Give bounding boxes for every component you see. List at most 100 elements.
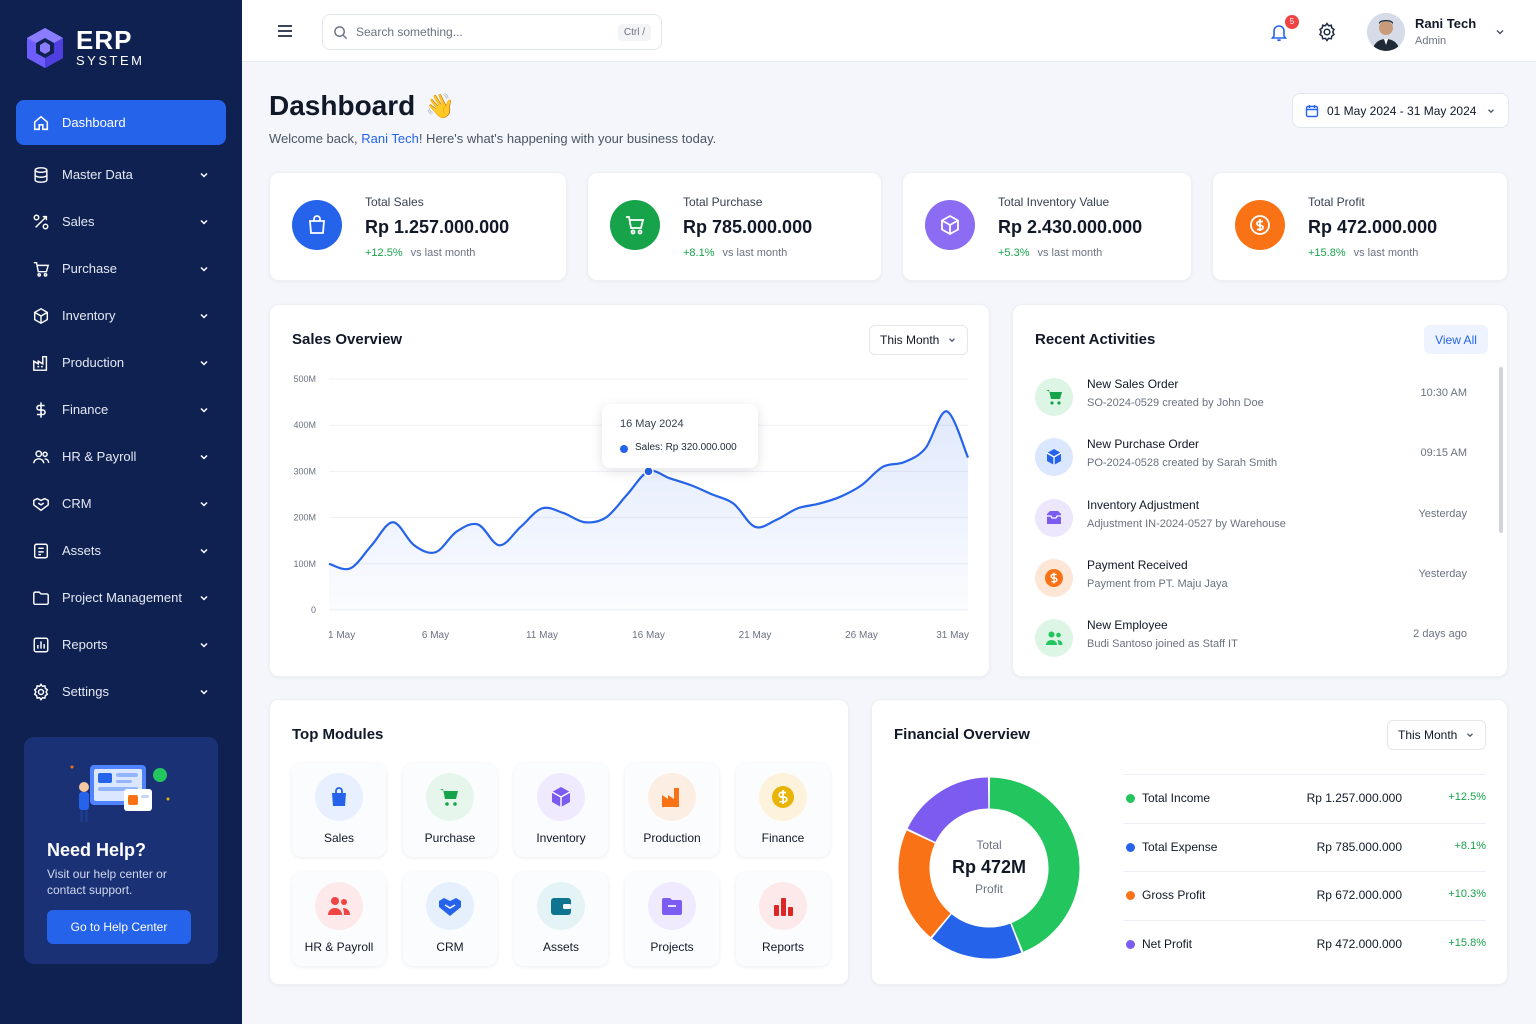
activity-item[interactable]: New Sales Order SO-2024-0529 created by …: [1035, 375, 1475, 425]
sidebar-item-dashboard[interactable]: Dashboard: [16, 100, 226, 145]
gear-icon: [33, 682, 49, 701]
sidebar-item-finance[interactable]: Finance: [16, 386, 226, 433]
chart-icon: [33, 637, 49, 652]
activity-time: Yesterday: [1418, 508, 1467, 520]
chevron-down-icon: [200, 360, 208, 366]
stat-card-inventory-value[interactable]: Total Inventory Value Rp 2.430.000.000 +…: [902, 172, 1192, 281]
sidebar-item-settings[interactable]: Settings: [16, 668, 226, 715]
stat-change-value: +15.8%: [1308, 247, 1346, 259]
stat-change: +5.3% vs last month: [998, 247, 1102, 259]
tooltip-date: 16 May 2024: [620, 418, 684, 430]
financial-change: +10.3%: [1448, 888, 1486, 900]
folder-icon: [33, 590, 49, 605]
module-tile-hr-payroll[interactable]: HR & Payroll: [292, 872, 386, 966]
stat-vs: vs last month: [722, 247, 788, 259]
module-label: Reports: [761, 940, 805, 954]
page-title-text: Dashboard: [269, 90, 416, 121]
sidebar-item-crm[interactable]: CRM: [16, 480, 226, 527]
sidebar-item-purchase[interactable]: Purchase: [16, 245, 226, 292]
sales-period-select[interactable]: This Month: [869, 325, 969, 355]
activity-item[interactable]: New Employee Budi Santoso joined as Staf…: [1035, 616, 1475, 666]
activity-icon-bg: [1035, 559, 1073, 597]
donut-segment: [932, 913, 1022, 959]
x-tick-label: 21 May: [739, 630, 772, 641]
activity-item[interactable]: Inventory Adjustment Adjustment IN-2024-…: [1035, 496, 1475, 546]
date-range-picker[interactable]: 01 May 2024 - 31 May 2024: [1292, 93, 1509, 128]
calendar-icon: [1305, 104, 1319, 117]
x-tick-label: 6 May: [422, 630, 449, 641]
x-tick-label: 16 May: [632, 630, 665, 641]
stat-card-total-sales[interactable]: Total Sales Rp 1.257.000.000 +12.5% vs la…: [269, 172, 567, 281]
chart-icon: [774, 898, 793, 916]
sidebar-item-master-data[interactable]: Master Data: [16, 151, 226, 198]
users-icon: [1046, 631, 1063, 645]
module-tile-sales[interactable]: Sales: [292, 763, 386, 857]
module-tile-crm[interactable]: CRM: [403, 872, 497, 966]
module-tile-finance[interactable]: Finance: [736, 763, 830, 857]
user-name: Rani Tech: [1415, 16, 1477, 31]
legend-dot: [1126, 940, 1135, 949]
help-center-button[interactable]: Go to Help Center: [47, 910, 191, 944]
activity-item[interactable]: New Purchase Order PO-2024-0528 created …: [1035, 435, 1475, 485]
activity-title: New Purchase Order: [1087, 437, 1200, 451]
chevron-down-icon: [200, 266, 208, 272]
topbar: Ctrl / 5 Rani Tech Admin: [242, 0, 1536, 62]
y-tick-label: 0: [311, 605, 316, 615]
y-tick-label: 500M: [293, 374, 316, 384]
app-logo[interactable]: ERP SYSTEM: [24, 26, 144, 70]
legend-dot: [1126, 794, 1135, 803]
module-tile-projects[interactable]: Projects: [625, 872, 719, 966]
module-tile-purchase[interactable]: Purchase: [403, 763, 497, 857]
sidebar-item-assets[interactable]: Assets: [16, 527, 226, 574]
dollar-icon: [1045, 569, 1063, 587]
view-all-button[interactable]: View All: [1424, 325, 1488, 354]
stat-card-total-profit[interactable]: Total Profit Rp 472.000.000 +15.8% vs las…: [1212, 172, 1508, 281]
stat-icon-bg: [1235, 200, 1285, 250]
shortcut-hint: Ctrl /: [617, 23, 651, 41]
stat-change: +12.5% vs last month: [365, 247, 475, 259]
stat-value: Rp 2.430.000.000: [998, 217, 1143, 237]
activities-scrollbar[interactable]: [1499, 367, 1503, 533]
sidebar-item-label: Project Management: [62, 590, 182, 605]
sidebar-item-label: Sales: [62, 214, 95, 229]
avatar[interactable]: [1367, 13, 1405, 51]
highlight-point: [643, 466, 654, 477]
module-tile-assets[interactable]: Assets: [514, 872, 608, 966]
stat-change-value: +5.3%: [998, 247, 1030, 259]
search-input[interactable]: [356, 25, 618, 39]
sidebar-item-label: Dashboard: [62, 115, 126, 130]
search-bar[interactable]: Ctrl /: [322, 14, 662, 50]
welcome-text: Welcome back, Rani Tech! Here's what's h…: [269, 131, 716, 146]
chevron-down-icon[interactable]: [1494, 26, 1506, 38]
activity-subtitle: Payment from PT. Maju Jaya: [1087, 578, 1228, 590]
stat-card-total-purchase[interactable]: Total Purchase Rp 785.000.000 +8.1% vs la…: [587, 172, 882, 281]
financial-row: Total Income Rp 1.257.000.000 +12.5%: [1124, 774, 1486, 822]
tooltip-dot: [620, 445, 628, 453]
sidebar-item-production[interactable]: Production: [16, 339, 226, 386]
module-label: CRM: [436, 940, 464, 954]
activity-item[interactable]: Payment Received Payment from PT. Maju J…: [1035, 556, 1475, 606]
sidebar-item-reports[interactable]: Reports: [16, 621, 226, 668]
module-icon-bg: [426, 773, 474, 821]
module-tile-inventory[interactable]: Inventory: [514, 763, 608, 857]
module-label: Purchase: [424, 831, 476, 845]
sidebar-item-inventory[interactable]: Inventory: [16, 292, 226, 339]
sidebar-item-sales[interactable]: Sales: [16, 198, 226, 245]
sidebar-item-hr-payroll[interactable]: HR & Payroll: [16, 433, 226, 480]
module-icon-bg: [315, 773, 363, 821]
activity-icon-bg: [1035, 378, 1073, 416]
activity-title: New Employee: [1087, 618, 1168, 632]
menu-icon[interactable]: [276, 22, 294, 40]
x-tick-label: 1 May: [328, 630, 355, 641]
handshake-icon: [33, 497, 49, 511]
financial-period-select[interactable]: This Month: [1387, 720, 1487, 750]
gear-icon[interactable]: [1317, 22, 1337, 42]
module-tile-reports[interactable]: Reports: [736, 872, 830, 966]
sidebar-item-project-management[interactable]: Project Management: [16, 574, 226, 621]
module-tile-production[interactable]: Production: [625, 763, 719, 857]
y-tick-label: 100M: [293, 559, 316, 569]
bell-icon[interactable]: [1269, 22, 1289, 42]
chevron-down-icon: [200, 501, 208, 507]
stat-icon-bg: [925, 200, 975, 250]
financial-title: Financial Overview: [894, 726, 1030, 743]
